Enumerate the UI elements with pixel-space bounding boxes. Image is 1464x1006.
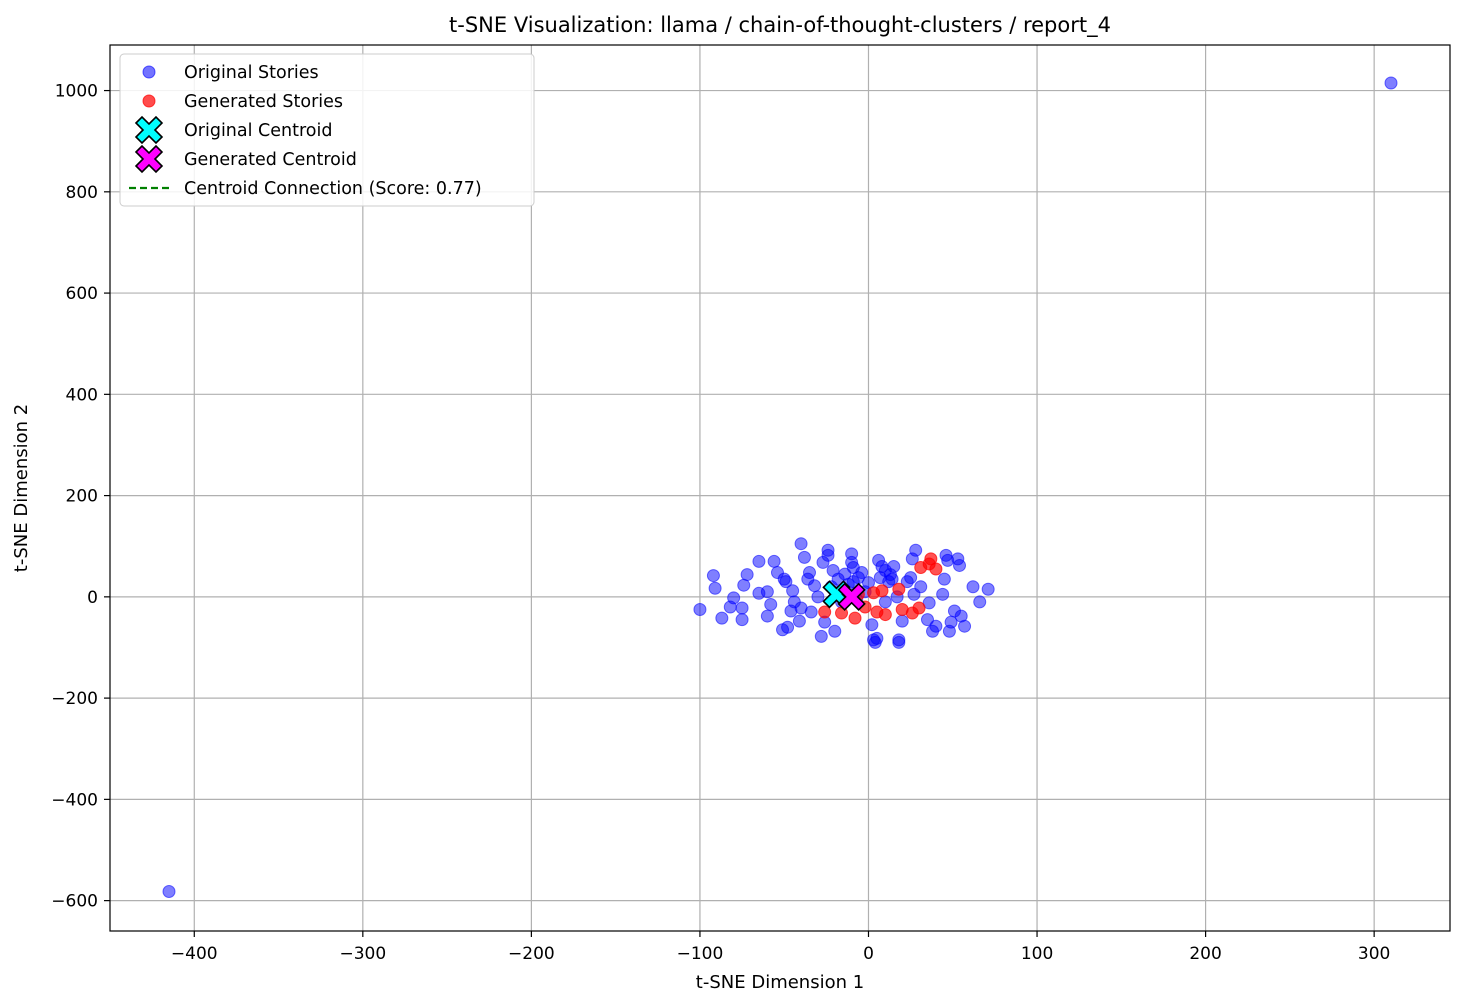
- generated-story-point: [848, 611, 862, 625]
- x-tick-label: −300: [339, 944, 386, 964]
- x-axis-label: t-SNE Dimension 1: [696, 972, 864, 993]
- x-tick-label: 200: [1189, 944, 1221, 964]
- legend-generated-centroid-x: [134, 144, 164, 174]
- original-story-point: [981, 582, 995, 596]
- generated-story-point: [892, 582, 906, 596]
- original-story-point: [828, 624, 842, 638]
- original-story-point: [895, 614, 909, 628]
- original-story-point: [922, 596, 936, 610]
- original-story-point: [760, 585, 774, 599]
- legend-original-centroid-x: [134, 115, 164, 145]
- original-story-point: [861, 576, 875, 590]
- original-story-point: [735, 601, 749, 615]
- original-story-point: [855, 566, 869, 580]
- legend-label-original-centroid: Original Centroid: [184, 121, 332, 141]
- original-story-point: [909, 543, 923, 557]
- original-story-point: [727, 591, 741, 605]
- y-tick-label: −600: [51, 892, 98, 912]
- original-story-point: [715, 611, 729, 625]
- plot-area: [162, 76, 1398, 899]
- y-tick-label: −400: [51, 790, 98, 810]
- generated-story-point: [924, 552, 938, 566]
- original-story-point: [865, 618, 879, 632]
- original-story-point: [808, 579, 822, 593]
- x-tick-label: 300: [1358, 944, 1390, 964]
- original-story-point: [804, 605, 818, 619]
- legend: Original Stories Generated Stories Origi…: [119, 53, 535, 207]
- legend-marker-original-stories: [142, 65, 156, 79]
- grid: [110, 45, 1450, 931]
- y-axis-label: t-SNE Dimension 2: [11, 404, 32, 572]
- legend-label-generated-centroid: Generated Centroid: [184, 150, 357, 170]
- original-story-point: [929, 619, 943, 633]
- original-story-point: [1384, 76, 1398, 90]
- legend-label-centroid-connection: Centroid Connection (Score: 0.77): [184, 179, 482, 199]
- original-story-point: [792, 614, 806, 628]
- original-story-point: [735, 613, 749, 627]
- axis-ticks: −400 −300 −200 −100 0 100 200 300 −600 −400 −200 0 2…: [51, 82, 1390, 964]
- original-story-point: [767, 554, 781, 568]
- original-story-point: [885, 572, 899, 586]
- original-story-point: [786, 584, 800, 598]
- original-story-point: [779, 575, 793, 589]
- original-story-point: [162, 885, 176, 899]
- original-story-point: [887, 559, 901, 573]
- x-tick-label: −100: [677, 944, 724, 964]
- legend-box: [119, 53, 535, 207]
- original-story-point: [752, 554, 766, 568]
- x-tick-label: 100: [1021, 944, 1053, 964]
- original-story-point: [811, 590, 825, 604]
- original-story-point: [760, 609, 774, 623]
- original-story-point: [706, 569, 720, 583]
- original-story-point: [814, 629, 828, 643]
- y-tick-label: 800: [66, 183, 98, 203]
- x-tick-label: 0: [863, 944, 874, 964]
- generated-story-point: [878, 608, 892, 622]
- original-story-point: [966, 580, 980, 594]
- legend-marker-generated-stories: [142, 94, 156, 108]
- plot-frame: [109, 44, 1451, 932]
- original-story-point: [914, 580, 928, 594]
- generated-story-point: [912, 601, 926, 615]
- original-story-point: [821, 543, 835, 557]
- original-story-point: [953, 558, 967, 572]
- legend-marker-original-centroid: [134, 115, 164, 145]
- legend-marker-generated-centroid: [134, 144, 164, 174]
- x-tick-label: −200: [508, 944, 555, 964]
- original-story-point: [937, 572, 951, 586]
- chart-title: t-SNE Visualization: llama / chain-of-th…: [449, 13, 1111, 38]
- y-tick-label: 600: [66, 284, 98, 304]
- original-story-point: [958, 619, 972, 633]
- generated-story-point: [929, 562, 943, 576]
- y-tick-label: 400: [66, 385, 98, 405]
- original-story-point: [708, 581, 722, 595]
- original-story-point: [973, 595, 987, 609]
- x-tick-label: −400: [171, 944, 218, 964]
- y-tick-label: 200: [66, 487, 98, 507]
- generated-story-point: [818, 605, 832, 619]
- original-story-point: [936, 587, 950, 601]
- original-story-point: [802, 566, 816, 580]
- original-story-point: [870, 631, 884, 645]
- generated-story-point: [875, 584, 889, 598]
- original-story-point: [878, 595, 892, 609]
- original-story-point: [892, 635, 906, 649]
- original-story-point: [781, 620, 795, 634]
- y-tick-label: 1000: [55, 82, 98, 102]
- y-tick-label: 0: [87, 588, 98, 608]
- legend-label-original-stories: Original Stories: [184, 63, 319, 83]
- original-story-point: [904, 571, 918, 585]
- legend-label-generated-stories: Generated Stories: [184, 92, 343, 112]
- original-story-point: [920, 613, 934, 627]
- original-story-point: [740, 568, 754, 582]
- original-story-point: [764, 597, 778, 611]
- original-story-point: [794, 537, 808, 551]
- original-story-point: [797, 550, 811, 564]
- generated-centroid-marker: [837, 582, 866, 611]
- original-story-point: [693, 603, 707, 617]
- y-tick-label: −200: [51, 689, 98, 709]
